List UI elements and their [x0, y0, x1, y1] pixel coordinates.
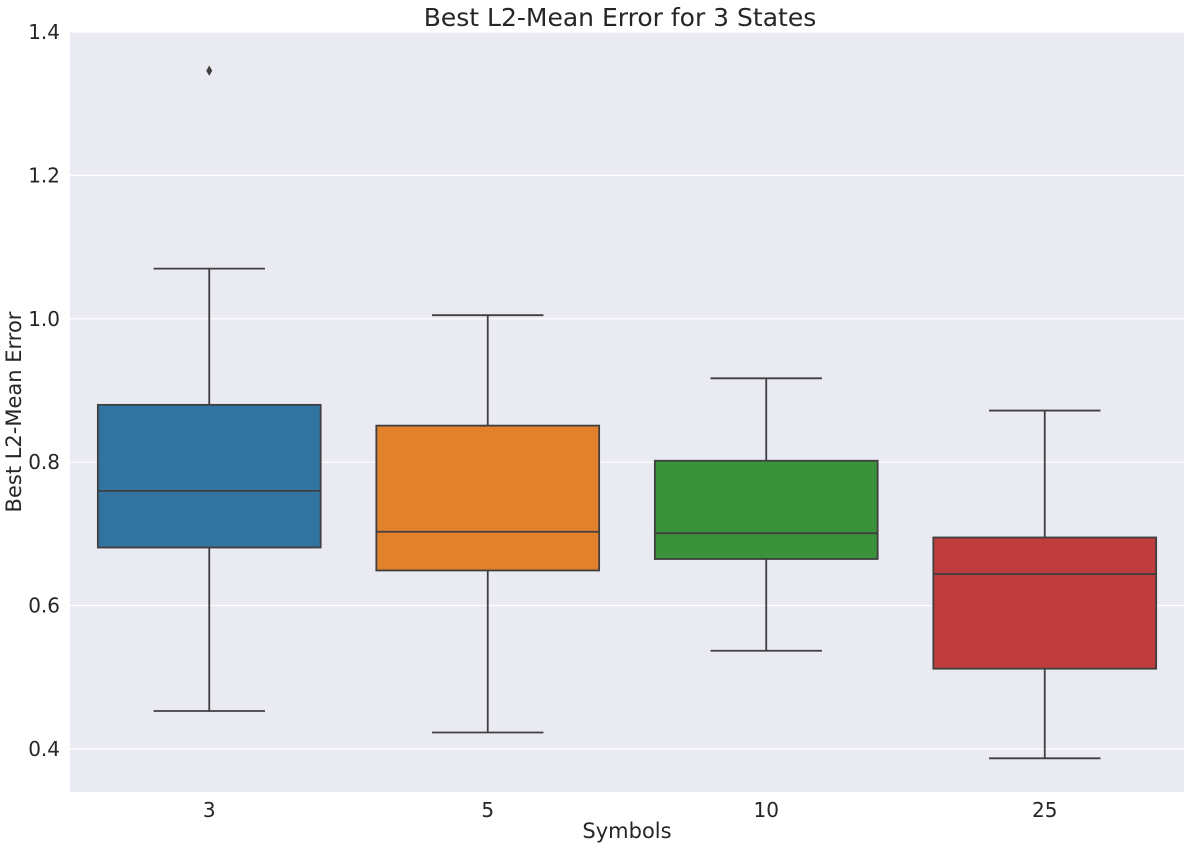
- chart-title: Best L2-Mean Error for 3 States: [424, 3, 816, 32]
- box-5: [375, 424, 601, 572]
- y-tick-label-3: 1.0: [28, 307, 60, 331]
- box-3: [96, 403, 322, 549]
- y-tick-labels: 0.4 0.6 0.8 1.0 1.2 1.4: [28, 20, 60, 761]
- y-tick-label-5: 1.4: [28, 20, 60, 44]
- x-tick-label-25: 25: [1032, 798, 1057, 822]
- y-tick-label-1: 0.6: [28, 594, 60, 618]
- y-tick-label-0: 0.4: [28, 737, 60, 761]
- x-tick-label-10: 10: [754, 798, 779, 822]
- box-group-5: [375, 314, 601, 734]
- y-axis-label: Best L2-Mean Error: [2, 311, 26, 512]
- y-tick-label-4: 1.2: [28, 163, 60, 187]
- outlier-3-0: [206, 65, 213, 76]
- x-tick-label-3: 3: [203, 798, 216, 822]
- box-group-10: [653, 377, 879, 652]
- box-25: [932, 536, 1158, 670]
- y-tick-label-2: 0.8: [28, 450, 60, 474]
- box-10: [653, 459, 879, 560]
- x-tick-label-5: 5: [481, 798, 494, 822]
- boxes: [96, 65, 1158, 760]
- box-group-3: [96, 65, 322, 712]
- x-axis-label: Symbols: [582, 819, 671, 843]
- x-tick-labels: 3 5 10 25: [203, 798, 1058, 822]
- box-group-25: [932, 409, 1158, 760]
